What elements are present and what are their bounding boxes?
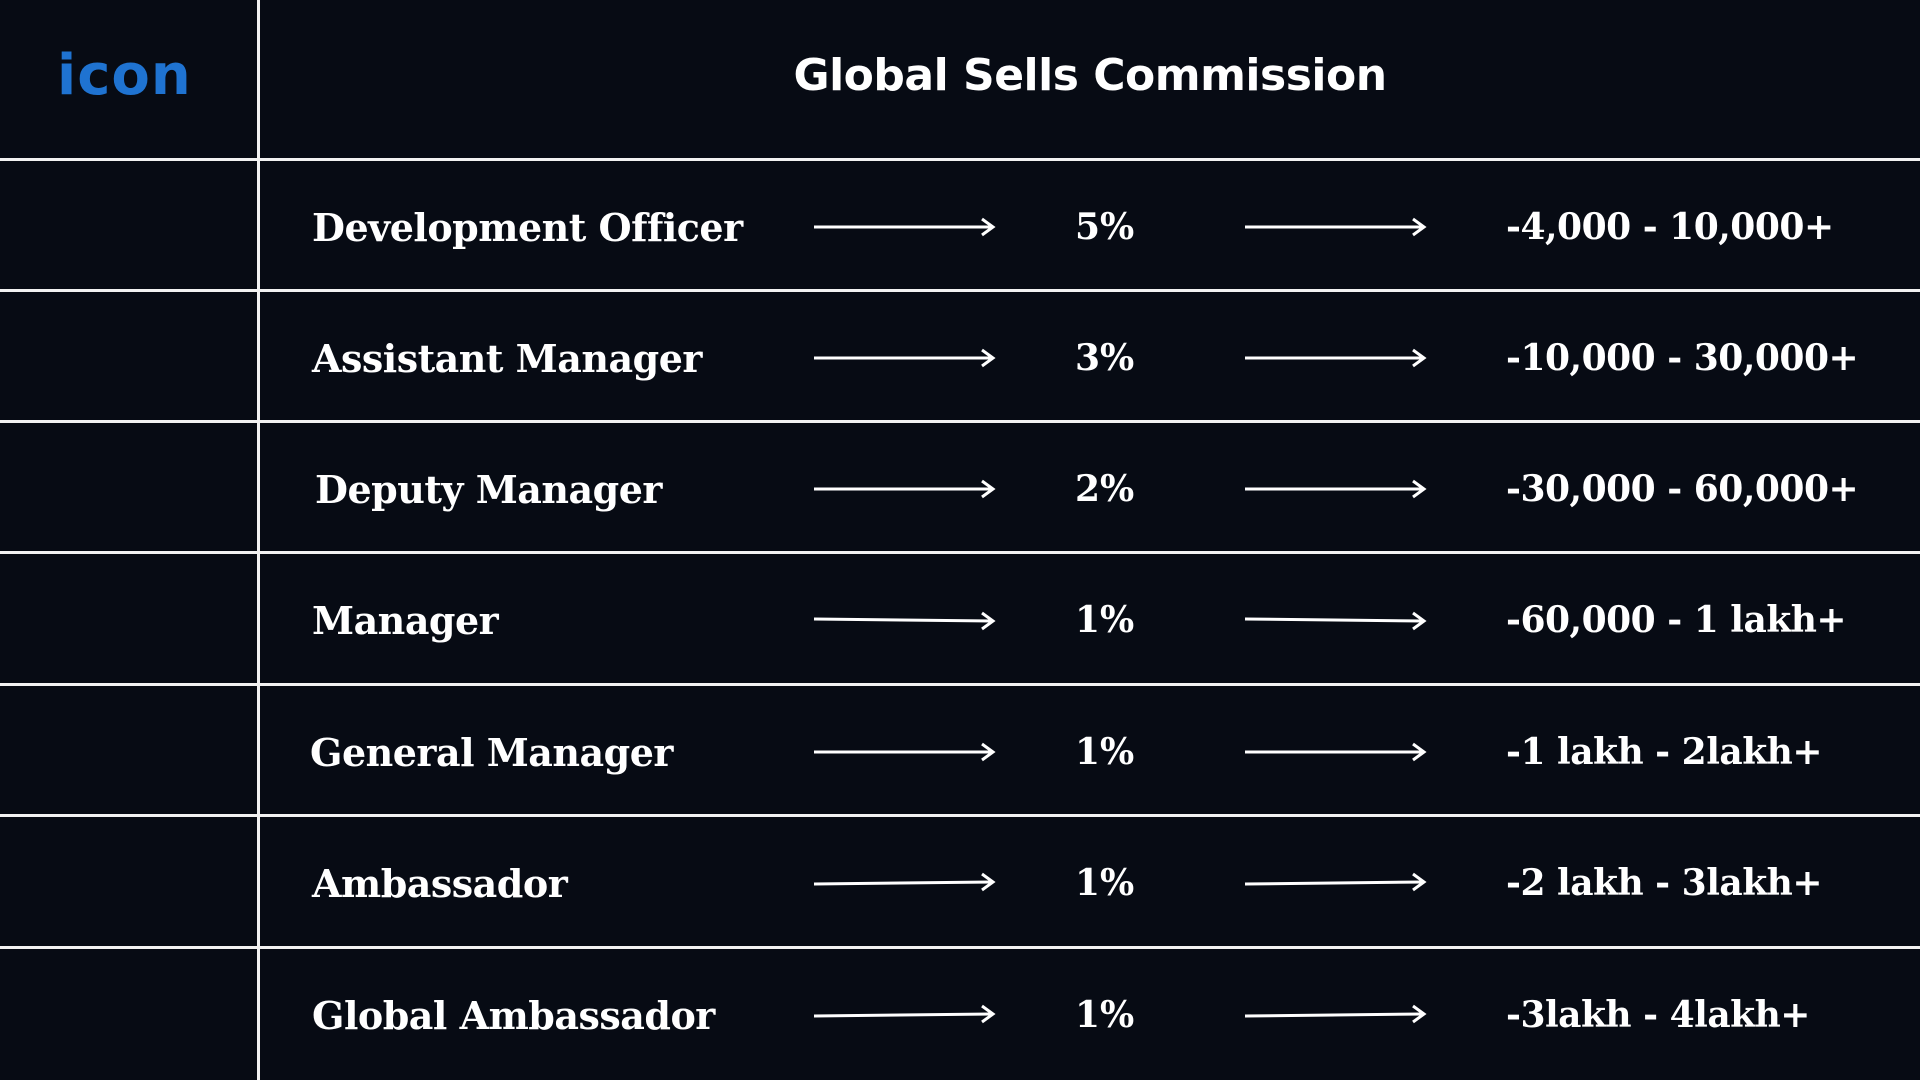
role-label: Global Ambassador [312, 992, 715, 1038]
table-row: Assistant Manager 3% -10,000 - 30,000+ [260, 294, 1920, 422]
commission-percent: 2% [1075, 468, 1135, 510]
right-arrow-icon [814, 742, 996, 762]
right-arrow-icon [814, 348, 996, 368]
logo-text: icon [57, 43, 192, 108]
commission-percent: 3% [1075, 337, 1135, 379]
commission-percent: 1% [1075, 731, 1135, 773]
right-arrow-icon [1244, 611, 1427, 631]
commission-percent: 5% [1075, 206, 1135, 248]
sales-range: -60,000 - 1 lakh+ [1506, 599, 1847, 641]
right-arrow-icon [1245, 217, 1427, 237]
right-arrow-icon [813, 1004, 996, 1024]
right-arrow-icon [1244, 872, 1427, 892]
brand-logo: icon [57, 46, 192, 106]
sales-range: -1 lakh - 2lakh+ [1506, 731, 1822, 773]
commission-percent: 1% [1075, 994, 1135, 1036]
sales-range: -3lakh - 4lakh+ [1506, 994, 1810, 1036]
role-label: Ambassador [312, 860, 568, 906]
table-row: Ambassador 1% -2 lakh - 3lakh+ [260, 819, 1920, 947]
table-row: Global Ambassador 1% -3lakh - 4lakh+ [260, 951, 1920, 1079]
right-arrow-icon [814, 217, 996, 237]
horizontal-divider [0, 683, 1920, 686]
horizontal-divider [0, 551, 1920, 554]
sales-range: -2 lakh - 3lakh+ [1506, 862, 1822, 904]
right-arrow-icon [814, 479, 996, 499]
right-arrow-icon [1244, 1004, 1427, 1024]
table-row: Deputy Manager 2% -30,000 - 60,000+ [260, 425, 1920, 553]
horizontal-divider [0, 946, 1920, 949]
right-arrow-icon [813, 611, 996, 631]
role-label: General Manager [310, 729, 673, 775]
horizontal-divider [0, 814, 1920, 817]
commission-percent: 1% [1075, 599, 1135, 641]
right-arrow-icon [1245, 479, 1427, 499]
horizontal-divider [0, 289, 1920, 292]
vertical-divider [257, 0, 260, 1080]
right-arrow-icon [1245, 348, 1427, 368]
table-row: Development Officer 5% -4,000 - 10,000+ [260, 163, 1920, 291]
role-label: Development Officer [312, 204, 743, 250]
commission-percent: 1% [1075, 862, 1135, 904]
role-label: Assistant Manager [312, 335, 702, 381]
right-arrow-icon [813, 872, 996, 892]
horizontal-divider [0, 420, 1920, 423]
horizontal-divider [0, 158, 1920, 161]
role-label: Deputy Manager [315, 466, 662, 512]
table-row: Manager 1% -60,000 - 1 lakh+ [260, 556, 1920, 684]
page-title: Global Sells Commission [793, 50, 1387, 101]
role-label: Manager [312, 597, 499, 643]
sales-range: -4,000 - 10,000+ [1506, 206, 1834, 248]
sales-range: -30,000 - 60,000+ [1506, 468, 1859, 510]
sales-range: -10,000 - 30,000+ [1506, 337, 1859, 379]
table-row: General Manager 1% -1 lakh - 2lakh+ [260, 688, 1920, 816]
right-arrow-icon [1245, 742, 1427, 762]
